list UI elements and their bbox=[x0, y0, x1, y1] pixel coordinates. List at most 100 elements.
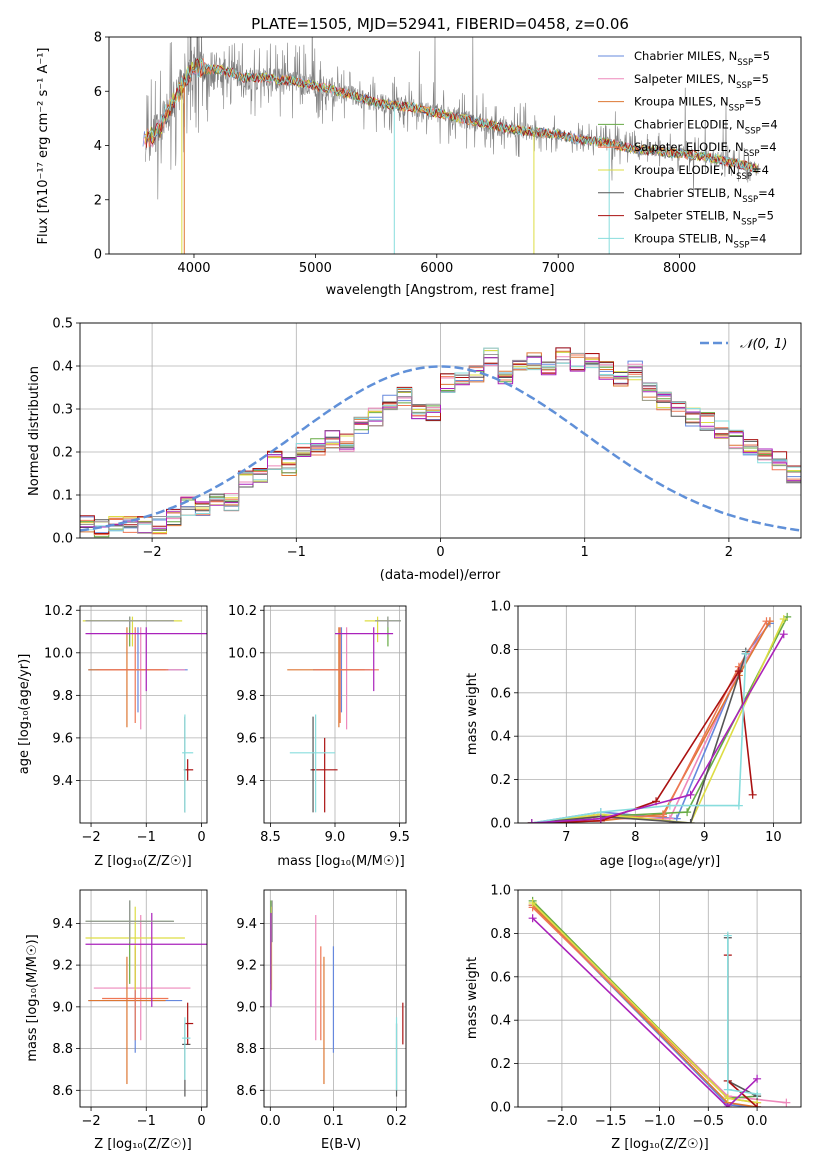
y-tick-label: 0.3 bbox=[52, 403, 73, 418]
y-tick-label: 8.6 bbox=[52, 1084, 73, 1099]
y-tick-label: 8 bbox=[94, 31, 102, 46]
plus-marker bbox=[741, 649, 750, 658]
axes-frame bbox=[108, 36, 802, 255]
mass-vs-Z-xlabel: Z [log₁₀(Z/Z☉)] bbox=[94, 1137, 191, 1152]
y-tick-label: 9.8 bbox=[52, 689, 73, 704]
mass-vs-Z-plot: −2 −1 0 8.6 8.8 9.0 9.2 9.4 bbox=[52, 889, 208, 1129]
x-tick-label: 6000 bbox=[420, 261, 453, 276]
plot-area bbox=[528, 896, 791, 1107]
y-tick-label: 0.0 bbox=[490, 1101, 511, 1116]
plot-area bbox=[80, 347, 801, 538]
legend-entry: 𝒩(0, 1) bbox=[740, 337, 787, 352]
legend-entry: Salpeter STELIB, NSSP=5 bbox=[634, 209, 774, 228]
plus-marker bbox=[748, 790, 757, 799]
plot-area bbox=[527, 612, 792, 823]
mass-weight-line bbox=[727, 937, 758, 1097]
x-tick-label: 9.0 bbox=[325, 830, 346, 845]
age-vs-mass-panel: 8.5 9.0 9.5 9.4 9.6 9.8 10.0 10.2 mass [log₁₀(M… bbox=[228, 604, 410, 869]
histogram-series bbox=[80, 347, 801, 534]
age-vs-Z-xlabel: Z [log₁₀(Z/Z☉)] bbox=[94, 854, 191, 869]
residuals-panel: −2 −1 0 1 2 0.0 0.1 0.2 0.3 0.4 0.5 𝒩(0, 1) (data-m… bbox=[27, 317, 802, 583]
y-tick-label: 0.4 bbox=[52, 360, 73, 375]
mass-vs-Z-panel: −2 −1 0 8.6 8.8 9.0 9.2 9.4 Z [log₁₀(Z/Z☉)] mas… bbox=[25, 889, 208, 1152]
y-tick-label: 0.5 bbox=[52, 317, 73, 332]
legend-entry: Chabrier MILES, NSSP=5 bbox=[634, 49, 770, 68]
y-tick-label: 0.2 bbox=[490, 773, 511, 788]
y-tick-label: 9.6 bbox=[52, 731, 73, 746]
mass-vs-ebv-plot: 0.0 0.1 0.2 8.6 8.8 9.0 9.2 9.4 bbox=[236, 889, 407, 1129]
massweight-vs-age-panel: 7 8 9 10 0.0 0.2 0.4 0.6 0.8 1.0 age [log₁₀(age/y… bbox=[465, 600, 802, 869]
y-tick-label: 9.4 bbox=[52, 917, 73, 932]
x-tick-label: −0.5 bbox=[693, 1114, 725, 1129]
spectrum-plot: 4000 5000 6000 7000 8000 0 2 4 6 8 Chabrier MILES,… bbox=[94, 31, 802, 276]
age-vs-Z-ylabel: age [log₁₀(age/yr)] bbox=[17, 654, 32, 775]
spectrum-panel: PLATE=1505, MJD=52941, FIBERID=0458, z=0… bbox=[36, 15, 802, 298]
plus-marker bbox=[528, 899, 537, 908]
y-tick-label: 0.2 bbox=[490, 1057, 511, 1072]
y-tick-label: 2 bbox=[94, 193, 102, 208]
y-tick-label: 0.4 bbox=[490, 1014, 511, 1029]
legend-entry: Chabrier STELIB, NSSP=4 bbox=[634, 186, 775, 205]
plus-marker bbox=[596, 814, 605, 823]
x-tick-label: 8 bbox=[631, 830, 639, 845]
plus-marker bbox=[783, 612, 792, 621]
plus-marker bbox=[734, 801, 743, 810]
mass-weight-line bbox=[531, 620, 771, 823]
spectrum-title: PLATE=1505, MJD=52941, FIBERID=0458, z=0… bbox=[251, 15, 629, 33]
massweight-vs-Z-ylabel: mass weight bbox=[465, 957, 480, 1039]
y-tick-label: 0 bbox=[94, 248, 102, 263]
plus-marker bbox=[683, 808, 692, 817]
x-tick-label: 0.2 bbox=[386, 1114, 407, 1129]
x-tick-label: 7000 bbox=[542, 261, 575, 276]
plus-marker bbox=[782, 1098, 791, 1107]
plus-marker bbox=[527, 819, 536, 823]
legend-entry: Kroupa STELIB, NSSP=4 bbox=[634, 231, 766, 250]
mass-weight-line bbox=[531, 616, 788, 823]
y-tick-label: 10.2 bbox=[44, 604, 73, 619]
x-tick-label: 8.5 bbox=[260, 830, 281, 845]
x-tick-label: −1 bbox=[137, 1114, 156, 1129]
mass-weight-line bbox=[531, 620, 771, 823]
plus-marker bbox=[723, 931, 732, 940]
mass-vs-Z-ylabel: mass [log₁₀(M/M☉)] bbox=[25, 934, 40, 1061]
plus-marker bbox=[753, 1103, 762, 1107]
y-tick-label: 9.2 bbox=[236, 959, 257, 974]
massweight-vs-age-xlabel: age [log₁₀(age/yr)] bbox=[600, 854, 721, 869]
plot-area bbox=[270, 900, 404, 1097]
spectrum-xlabel: wavelength [Angstrom, rest frame] bbox=[326, 283, 555, 298]
plus-marker bbox=[753, 1089, 762, 1098]
residuals-plot: −2 −1 0 1 2 0.0 0.1 0.2 0.3 0.4 0.5 𝒩(0, 1) bbox=[52, 317, 802, 560]
residuals-ylabel: Normed distribution bbox=[27, 366, 42, 496]
y-tick-label: 8.6 bbox=[236, 1084, 257, 1099]
x-tick-label: 8000 bbox=[663, 261, 696, 276]
x-tick-label: 0.0 bbox=[260, 1114, 281, 1129]
x-tick-label: −2 bbox=[81, 1114, 100, 1129]
axes-frame bbox=[79, 889, 208, 1108]
age-vs-mass-xlabel: mass [log₁₀(M/M☉)] bbox=[277, 854, 404, 869]
y-tick-label: 9.6 bbox=[236, 731, 257, 746]
y-tick-label: 0.8 bbox=[490, 927, 511, 942]
mass-weight-line bbox=[531, 618, 785, 823]
model-spectrum bbox=[146, 58, 758, 174]
age-vs-mass-plot: 8.5 9.0 9.5 9.4 9.6 9.8 10.0 10.2 bbox=[228, 604, 410, 845]
plot-area bbox=[82, 616, 207, 813]
plus-marker bbox=[723, 1103, 732, 1107]
axes-frame bbox=[79, 322, 802, 539]
plot-area bbox=[142, 37, 759, 254]
mass-weight-line bbox=[531, 653, 747, 823]
mass-weight-line bbox=[532, 917, 758, 1107]
y-tick-label: 1.0 bbox=[490, 884, 511, 899]
plus-marker bbox=[779, 630, 788, 639]
mass-vs-ebv-xlabel: E(B-V) bbox=[321, 1137, 361, 1152]
axes-frame bbox=[79, 605, 208, 824]
spectrum-legend: Chabrier MILES, NSSP=5 Salpeter MILES, NS… bbox=[598, 49, 778, 250]
mass-weight-line bbox=[727, 955, 758, 1107]
x-tick-label: −2.0 bbox=[546, 1114, 578, 1129]
legend-entry: Kroupa MILES, NSSP=5 bbox=[634, 95, 761, 114]
legend-entry: Salpeter ELODIE, NSSP=4 bbox=[634, 140, 777, 159]
x-tick-label: −2 bbox=[81, 830, 100, 845]
axes-frame bbox=[517, 889, 802, 1108]
x-tick-label: −1 bbox=[137, 830, 156, 845]
y-tick-label: 9.4 bbox=[236, 774, 257, 789]
x-tick-label: −1 bbox=[287, 545, 306, 560]
